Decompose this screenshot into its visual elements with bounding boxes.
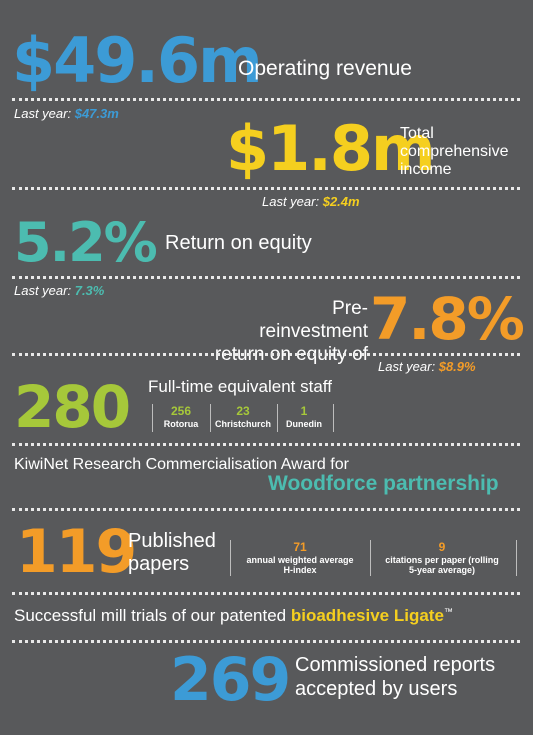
revenue-last-year: Last year: $47.3m (14, 106, 119, 121)
stat-line: 5-year average) (408, 565, 476, 576)
papers-stat: 9 citations per paper (rolling 5-year av… (374, 540, 510, 576)
last-year-prefix: Last year: (378, 359, 436, 374)
income-value: $1.8m (226, 112, 436, 185)
reports-label: Commissioned reports accepted by users (295, 653, 495, 701)
papers-stat: 71 annual weighted average H-index (236, 540, 364, 576)
papers-value: 119 (16, 517, 137, 587)
staff-label: Full-time equivalent staff (148, 377, 332, 396)
divider-line (333, 404, 334, 432)
last-year-value: $2.4m (322, 194, 360, 209)
reports-label-line: Commissioned reports (295, 654, 496, 676)
stat-line: annual weighted average (246, 554, 354, 565)
divider-line (370, 540, 371, 576)
last-year-prefix: Last year: (262, 194, 320, 209)
divider (12, 592, 520, 595)
income-last-year: Last year: $2.4m (262, 194, 360, 209)
roe-label: Return on equity (165, 232, 312, 254)
roe-last-year: Last year: 7.3% (14, 283, 104, 298)
staff-value: 280 (14, 373, 131, 441)
divider (12, 640, 520, 643)
location-name: Dunedin (286, 418, 322, 429)
revenue-value: $49.6m (12, 24, 263, 97)
stat-count: 71 (293, 540, 307, 554)
divider (12, 443, 520, 446)
trademark: ™ (443, 606, 453, 617)
pre-roe-value: 7.8% (370, 285, 525, 353)
divider-line (210, 404, 211, 432)
divider-line (516, 540, 517, 576)
roe-value: 5.2% (14, 211, 158, 274)
pre-roe-label: Pre-reinvestment return on equity of (215, 298, 368, 366)
divider-line (230, 540, 231, 576)
last-year-value: $8.9% (438, 359, 476, 374)
staff-location: 256 Rotorua (158, 404, 204, 429)
location-count: 23 (236, 404, 250, 418)
income-label: Total comprehensive income (400, 125, 509, 179)
papers-label: Published papers (128, 530, 216, 576)
location-name: Christchurch (214, 418, 271, 429)
staff-location: 23 Christchurch (212, 404, 274, 429)
location-name: Rotorua (163, 418, 199, 429)
stat-line: H-index (283, 565, 317, 576)
last-year-value: 7.3% (74, 283, 105, 298)
pre-roe-last-year: Last year: $8.9% (378, 359, 476, 374)
location-count: 1 (300, 404, 308, 418)
income-label-line: income (400, 160, 452, 178)
reports-value: 269 (170, 645, 291, 715)
papers-label-line: Published (128, 530, 216, 552)
reports-label-line: accepted by users (295, 678, 458, 700)
last-year-prefix: Last year: (14, 283, 72, 298)
award-line2: Woodforce partnership (268, 472, 499, 495)
income-label-line: comprehensive (400, 142, 509, 160)
stat-line: citations per paper (rolling (385, 554, 499, 565)
divider (12, 276, 520, 279)
award-line1: KiwiNet Research Commercialisation Award… (14, 456, 349, 473)
mill-trials: Successful mill trials of our patented b… (14, 606, 453, 626)
mill-text: Successful mill trials of our patented (14, 606, 291, 625)
divider (12, 98, 520, 101)
last-year-prefix: Last year: (14, 106, 72, 121)
staff-location: 1 Dunedin (279, 404, 329, 429)
divider-line (277, 404, 278, 432)
location-count: 256 (170, 404, 192, 418)
mill-highlight: bioadhesive Ligate (290, 606, 444, 625)
revenue-label: Operating revenue (238, 57, 412, 80)
divider-line (152, 404, 153, 432)
divider (12, 508, 520, 511)
last-year-value: $47.3m (74, 106, 119, 121)
divider (12, 187, 520, 190)
divider (12, 353, 520, 356)
pre-roe-label-line: Pre-reinvestment (259, 298, 368, 342)
stat-count: 9 (438, 540, 446, 554)
papers-label-line: papers (128, 553, 190, 575)
income-label-line: Total (400, 125, 434, 142)
